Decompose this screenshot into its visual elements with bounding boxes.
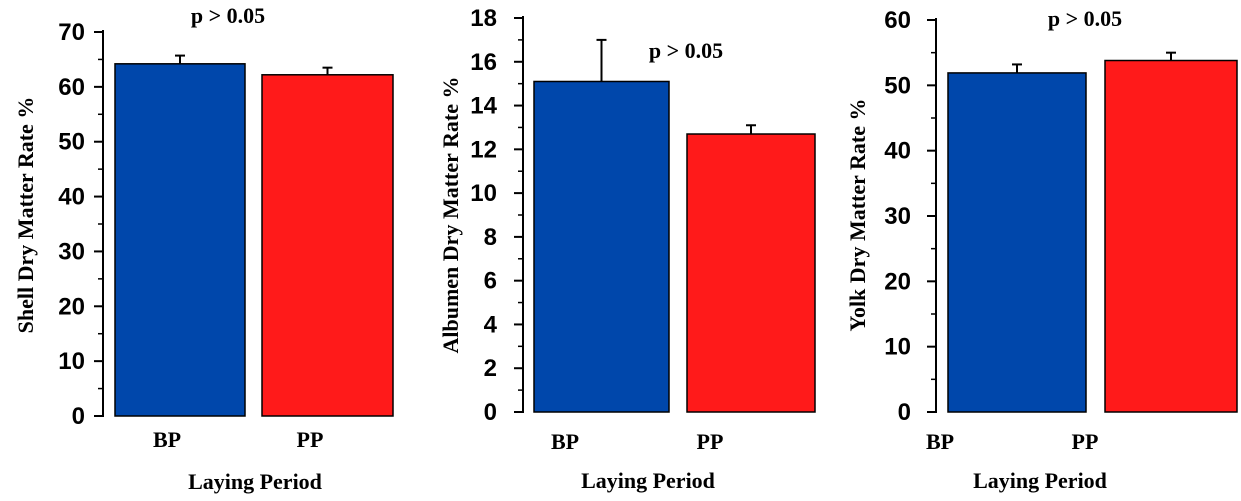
bar-pp — [261, 74, 394, 417]
y-tick-label: 12 — [470, 136, 497, 163]
bar-pp — [1104, 59, 1238, 413]
chart-panel-1: 0 10 20 30 40 50 60 70 BP PP Laying Period Shell Dr… — [13, 3, 394, 494]
significance-annotation: p > 0.05 — [1048, 6, 1122, 31]
y-tick-label: 18 — [470, 5, 497, 32]
y-tick-label: 14 — [470, 93, 497, 120]
y-tick-label: 70 — [58, 19, 85, 46]
chart-panel-3: 0 10 20 30 40 50 60 BP PP Laying Period Yolk Dry M… — [845, 6, 1238, 493]
y-tick-label: 0 — [72, 403, 85, 430]
significance-annotation: p > 0.05 — [191, 3, 265, 28]
x-tick-label-bp: BP — [153, 427, 181, 452]
x-tick-label-pp: PP — [1072, 429, 1099, 454]
x-tick-label-pp: PP — [697, 429, 724, 454]
y-tick-label: 40 — [884, 138, 911, 165]
y-tick-label: 40 — [58, 184, 85, 211]
y-tick-label: 20 — [884, 268, 911, 295]
y-tick-label: 50 — [58, 129, 85, 156]
y-tick-label: 16 — [470, 49, 497, 76]
y-axis-title: Albumen Dry Matter Rate % — [438, 77, 463, 354]
x-tick-label-bp: BP — [551, 429, 579, 454]
y-tick-label: 60 — [884, 7, 911, 34]
y-tick-label: 6 — [484, 268, 497, 295]
bar-pp — [686, 133, 816, 413]
y-tick-label: 10 — [470, 180, 497, 207]
x-axis-title: Laying Period — [581, 468, 715, 493]
y-tick-label: 0 — [484, 399, 497, 426]
y-tick-label: 4 — [484, 311, 498, 338]
y-tick-label: 60 — [58, 74, 85, 101]
y-axis-title: Yolk Dry Matter Rate % — [845, 99, 870, 332]
x-tick-label-pp: PP — [297, 427, 324, 452]
y-tick-label: 8 — [484, 224, 497, 251]
y-tick-label: 10 — [58, 348, 85, 375]
y-tick-label: 10 — [884, 334, 911, 361]
bar-bp — [533, 80, 670, 413]
y-tick-label: 2 — [484, 355, 497, 382]
y-tick-label: 0 — [898, 399, 911, 426]
x-axis-title: Laying Period — [973, 468, 1107, 493]
y-tick-label: 50 — [884, 72, 911, 99]
bar-bp — [114, 63, 246, 417]
bar-bp — [947, 72, 1087, 413]
y-tick-label: 20 — [58, 293, 85, 320]
significance-annotation: p > 0.05 — [649, 38, 723, 63]
x-tick-label-bp: BP — [926, 429, 954, 454]
y-axis-title: Shell Dry Matter Rate % — [13, 97, 38, 334]
chart-panel-2: 0 2 4 6 8 10 12 14 16 18 BP PP Laying Period Albumen … — [438, 5, 816, 493]
y-tick-label: 30 — [58, 238, 85, 265]
x-axis-title: Laying Period — [188, 469, 322, 494]
y-tick-label: 30 — [884, 203, 911, 230]
